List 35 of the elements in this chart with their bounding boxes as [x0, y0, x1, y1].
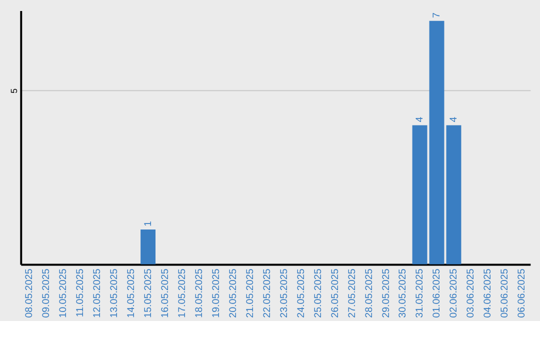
x-tick-label: 04.06.2025 [482, 268, 494, 318]
x-tick-label: 25.05.2025 [312, 268, 324, 318]
x-tick-label: 18.05.2025 [194, 268, 205, 318]
x-tick-label: 27.05.2025 [346, 268, 358, 318]
x-tick-label: 22.05.2025 [262, 268, 273, 318]
x-tick-label: 21.05.2025 [244, 268, 256, 318]
x-tick-label: 31.05.2025 [414, 268, 426, 318]
x-tick-label: 28.05.2025 [364, 268, 375, 318]
x-tick-label: 19.05.2025 [210, 268, 222, 318]
x-tick-label: 10.05.2025 [58, 268, 70, 318]
x-tick-label: 14.05.2025 [126, 268, 137, 318]
x-tick-label: 29.05.2025 [380, 268, 392, 318]
x-tick-label: 01.06.2025 [432, 268, 443, 318]
x-tick-label: 09.05.2025 [41, 268, 52, 318]
x-tick-label: 05.06.2025 [500, 268, 511, 318]
data-label: 1 [142, 221, 154, 227]
data-label: 4 [448, 116, 460, 122]
y-tick-label: 5 [9, 88, 20, 94]
x-tick-label: 23.05.2025 [278, 268, 290, 318]
x-tick-label: 08.05.2025 [24, 268, 36, 318]
x-tick-label: 15.05.2025 [142, 268, 154, 318]
x-tick-label: 24.05.2025 [296, 268, 307, 318]
x-tick-label: 03.06.2025 [466, 268, 477, 318]
x-tick-label: 20.05.2025 [228, 268, 239, 318]
x-tick-label: 12.05.2025 [92, 268, 104, 318]
x-tick-label: 17.05.2025 [176, 268, 188, 318]
data-label: 7 [432, 12, 443, 18]
x-tick-label: 11.05.2025 [75, 268, 86, 318]
data-label: 4 [414, 116, 426, 122]
x-tick-label: 02.06.2025 [448, 268, 460, 318]
x-tick-label: 30.05.2025 [398, 268, 409, 318]
x-tick-label: 26.05.2025 [330, 268, 341, 318]
x-tick-label: 06.06.2025 [516, 268, 528, 318]
x-tick-label: 13.05.2025 [109, 268, 120, 318]
x-tick-label: 16.05.2025 [160, 268, 171, 318]
